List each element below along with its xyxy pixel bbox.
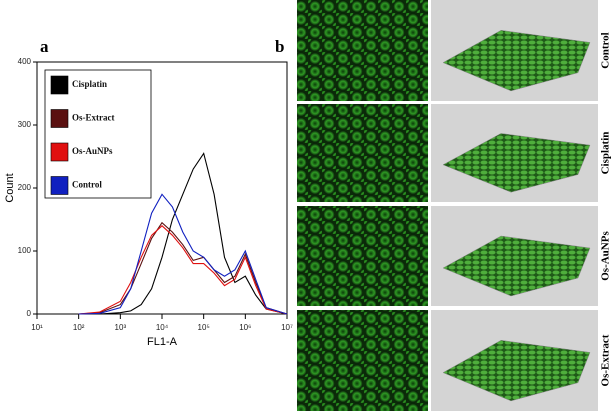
legend-swatch [50, 75, 69, 95]
x-tick-label: 10³ [115, 323, 127, 332]
series-line [78, 225, 288, 315]
legend-label: Cisplatin [72, 79, 107, 89]
row-label: Cisplatin [600, 132, 612, 175]
row-label: Os-AuNPs [600, 231, 612, 281]
legend-label: Os-AuNPs [72, 146, 113, 156]
y-tick-label: 400 [18, 57, 32, 66]
row-label: Control [600, 32, 612, 68]
micrograph [297, 206, 428, 306]
series-line [78, 221, 288, 315]
micrograph [297, 310, 428, 411]
legend-swatch [50, 109, 69, 128]
row-label-bg [598, 310, 614, 411]
legend-swatch [50, 142, 69, 162]
y-tick-label: 100 [18, 246, 32, 255]
surface-plot [442, 235, 591, 297]
y-tick-label: 0 [27, 309, 32, 318]
surface-plot [442, 340, 591, 402]
x-tick-label: 10⁶ [239, 323, 251, 332]
row-label: Os-Extract [600, 334, 612, 386]
panel-label: b [275, 37, 284, 56]
legend-label: Os-Extract [72, 113, 115, 123]
x-axis-label: FL1-A [147, 336, 178, 348]
surface-plot [442, 133, 591, 193]
micrograph [297, 104, 428, 202]
surface-plot [442, 30, 591, 92]
row-label-bg [598, 0, 614, 101]
x-tick-label: 10⁵ [198, 323, 210, 332]
y-tick-label: 300 [18, 120, 32, 129]
legend: Cisplatin Os-Extract Os-AuNPs Control [50, 75, 115, 195]
x-tick-label: 10² [73, 323, 85, 332]
series-line [78, 193, 288, 315]
y-axis-label: Count [4, 173, 16, 202]
legend-swatch [50, 176, 69, 195]
series-line [78, 152, 288, 315]
x-tick-label: 10¹ [31, 323, 43, 332]
micrograph-panel: Control Cisplatin Os-AuNPs Os-Extract [297, 0, 614, 411]
x-tick-label: 10⁴ [156, 323, 169, 332]
row-label-bg [598, 104, 614, 202]
row-label-bg [598, 206, 614, 306]
legend-label: Control [72, 180, 102, 190]
panel-label: a [40, 37, 49, 56]
micrograph [297, 0, 428, 101]
x-tick-label: 10⁷ [281, 323, 293, 332]
y-tick-label: 200 [18, 183, 32, 192]
